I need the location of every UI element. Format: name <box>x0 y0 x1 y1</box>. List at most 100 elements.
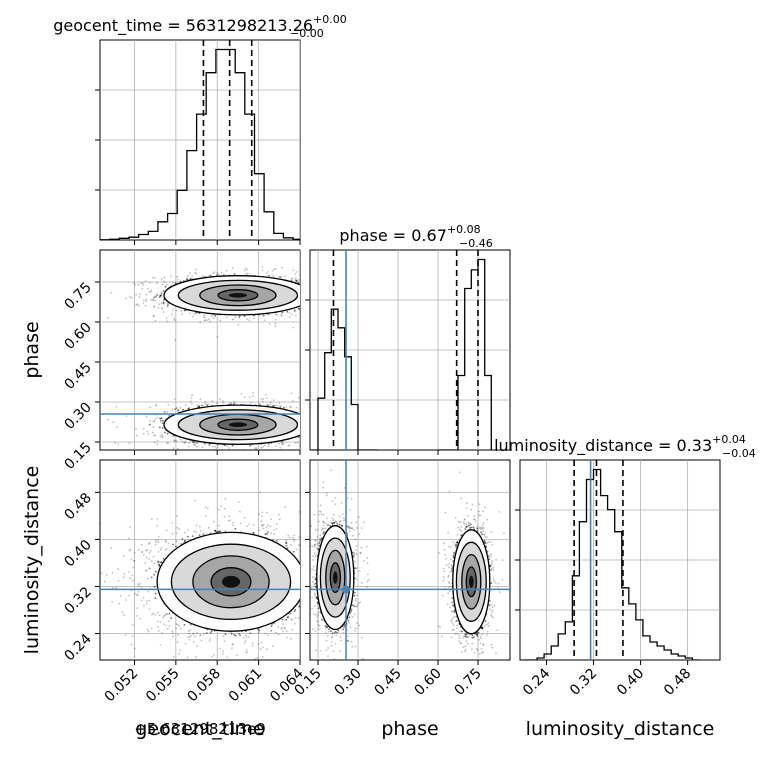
scatter-point <box>302 427 304 429</box>
scatter-point <box>123 614 125 617</box>
scatter-point <box>228 447 231 449</box>
scatter-point <box>174 440 177 442</box>
panel-geocent-time-hist: geocent_time = 5631298213.26+0.00 −0.00 <box>53 13 347 241</box>
scatter-point <box>270 518 272 521</box>
scatter-point <box>302 584 304 586</box>
scatter-point <box>222 402 225 404</box>
scatter-point <box>183 441 186 444</box>
scatter-point <box>303 569 305 571</box>
scatter-point <box>329 420 331 422</box>
scatter-point <box>146 600 148 603</box>
scatter-point <box>174 282 177 285</box>
scatter-point <box>343 420 345 422</box>
scatter-point <box>154 434 157 437</box>
scatter-point <box>165 539 168 542</box>
scatter-point <box>155 404 157 407</box>
scatter-point <box>156 282 159 285</box>
scatter-point <box>142 299 145 302</box>
scatter-point <box>186 529 189 531</box>
scatter-point <box>311 654 313 656</box>
scatter-point <box>277 513 280 516</box>
scatter-point <box>173 318 176 320</box>
scatter-point <box>360 422 362 424</box>
scatter-point <box>154 277 157 279</box>
scatter-point <box>180 439 182 441</box>
scatter-point <box>275 523 278 526</box>
scatter-point <box>269 403 272 406</box>
scatter-point <box>322 419 324 421</box>
scatter-point <box>148 423 151 426</box>
scatter-point <box>231 643 234 646</box>
scatter-point <box>158 303 161 306</box>
scatter-point <box>307 600 309 602</box>
scatter-point <box>121 611 124 614</box>
scatter-point <box>336 293 338 295</box>
panel-phase-vs-geocent-time <box>99 249 362 451</box>
scatter-point <box>204 316 207 319</box>
scatter-point <box>135 434 138 437</box>
scatter-point <box>315 430 317 432</box>
scatter-point <box>260 398 263 400</box>
scatter-point <box>303 288 305 290</box>
scatter-point <box>172 655 175 658</box>
scatter-point <box>298 536 300 539</box>
scatter-point <box>358 296 360 298</box>
scatter-point <box>133 647 136 650</box>
scatter-point <box>184 440 187 443</box>
scatter-point <box>223 507 226 510</box>
scatter-point <box>199 634 202 636</box>
scatter-point <box>294 608 297 611</box>
scatter-point <box>270 630 273 633</box>
scatter-point <box>177 624 180 626</box>
scatter-point <box>315 413 317 415</box>
scatter-point <box>294 442 297 444</box>
scatter-point <box>263 444 266 447</box>
scatter-point <box>136 593 139 596</box>
scatter-point <box>166 320 169 323</box>
scatter-point <box>284 627 286 630</box>
scatter-point <box>246 268 249 271</box>
scatter-point <box>271 270 274 272</box>
scatter-point <box>285 406 288 408</box>
scatter-point <box>214 529 216 532</box>
scatter-point <box>303 554 305 556</box>
scatter-point <box>156 416 159 419</box>
scatter-point <box>193 641 195 643</box>
scatter-point <box>280 628 283 630</box>
scatter-point <box>310 287 312 289</box>
scatter-point <box>170 522 173 524</box>
scatter-point <box>212 520 215 523</box>
scatter-point <box>84 621 86 623</box>
scatter-point <box>267 271 269 273</box>
scatter-point <box>114 442 117 444</box>
scatter-point <box>293 310 296 313</box>
scatter-point <box>316 280 318 282</box>
scatter-point <box>228 515 231 517</box>
scatter-point <box>327 291 329 293</box>
scatter-point <box>191 275 194 278</box>
scatter-point <box>213 271 216 273</box>
scatter-point <box>179 280 182 283</box>
scatter-point <box>122 555 125 557</box>
scatter-point <box>315 421 317 423</box>
scatter-point <box>280 405 283 408</box>
scatter-point <box>208 444 211 447</box>
scatter-point <box>299 544 300 547</box>
scatter-point <box>263 319 266 321</box>
scatter-point <box>301 425 303 427</box>
scatter-point <box>151 299 154 302</box>
scatter-point <box>204 403 207 406</box>
scatter-point <box>326 430 328 432</box>
scatter-point <box>294 277 297 279</box>
scatter-point <box>359 280 361 282</box>
scatter-point <box>245 272 247 275</box>
scatter-point <box>129 526 132 528</box>
scatter-point <box>264 533 267 536</box>
scatter-point <box>166 432 169 435</box>
scatter-point <box>273 528 276 531</box>
scatter-point <box>182 408 184 411</box>
scatter-point <box>273 268 275 271</box>
scatter-point <box>231 444 234 447</box>
scatter-point <box>163 280 165 283</box>
scatter-point <box>266 404 269 407</box>
